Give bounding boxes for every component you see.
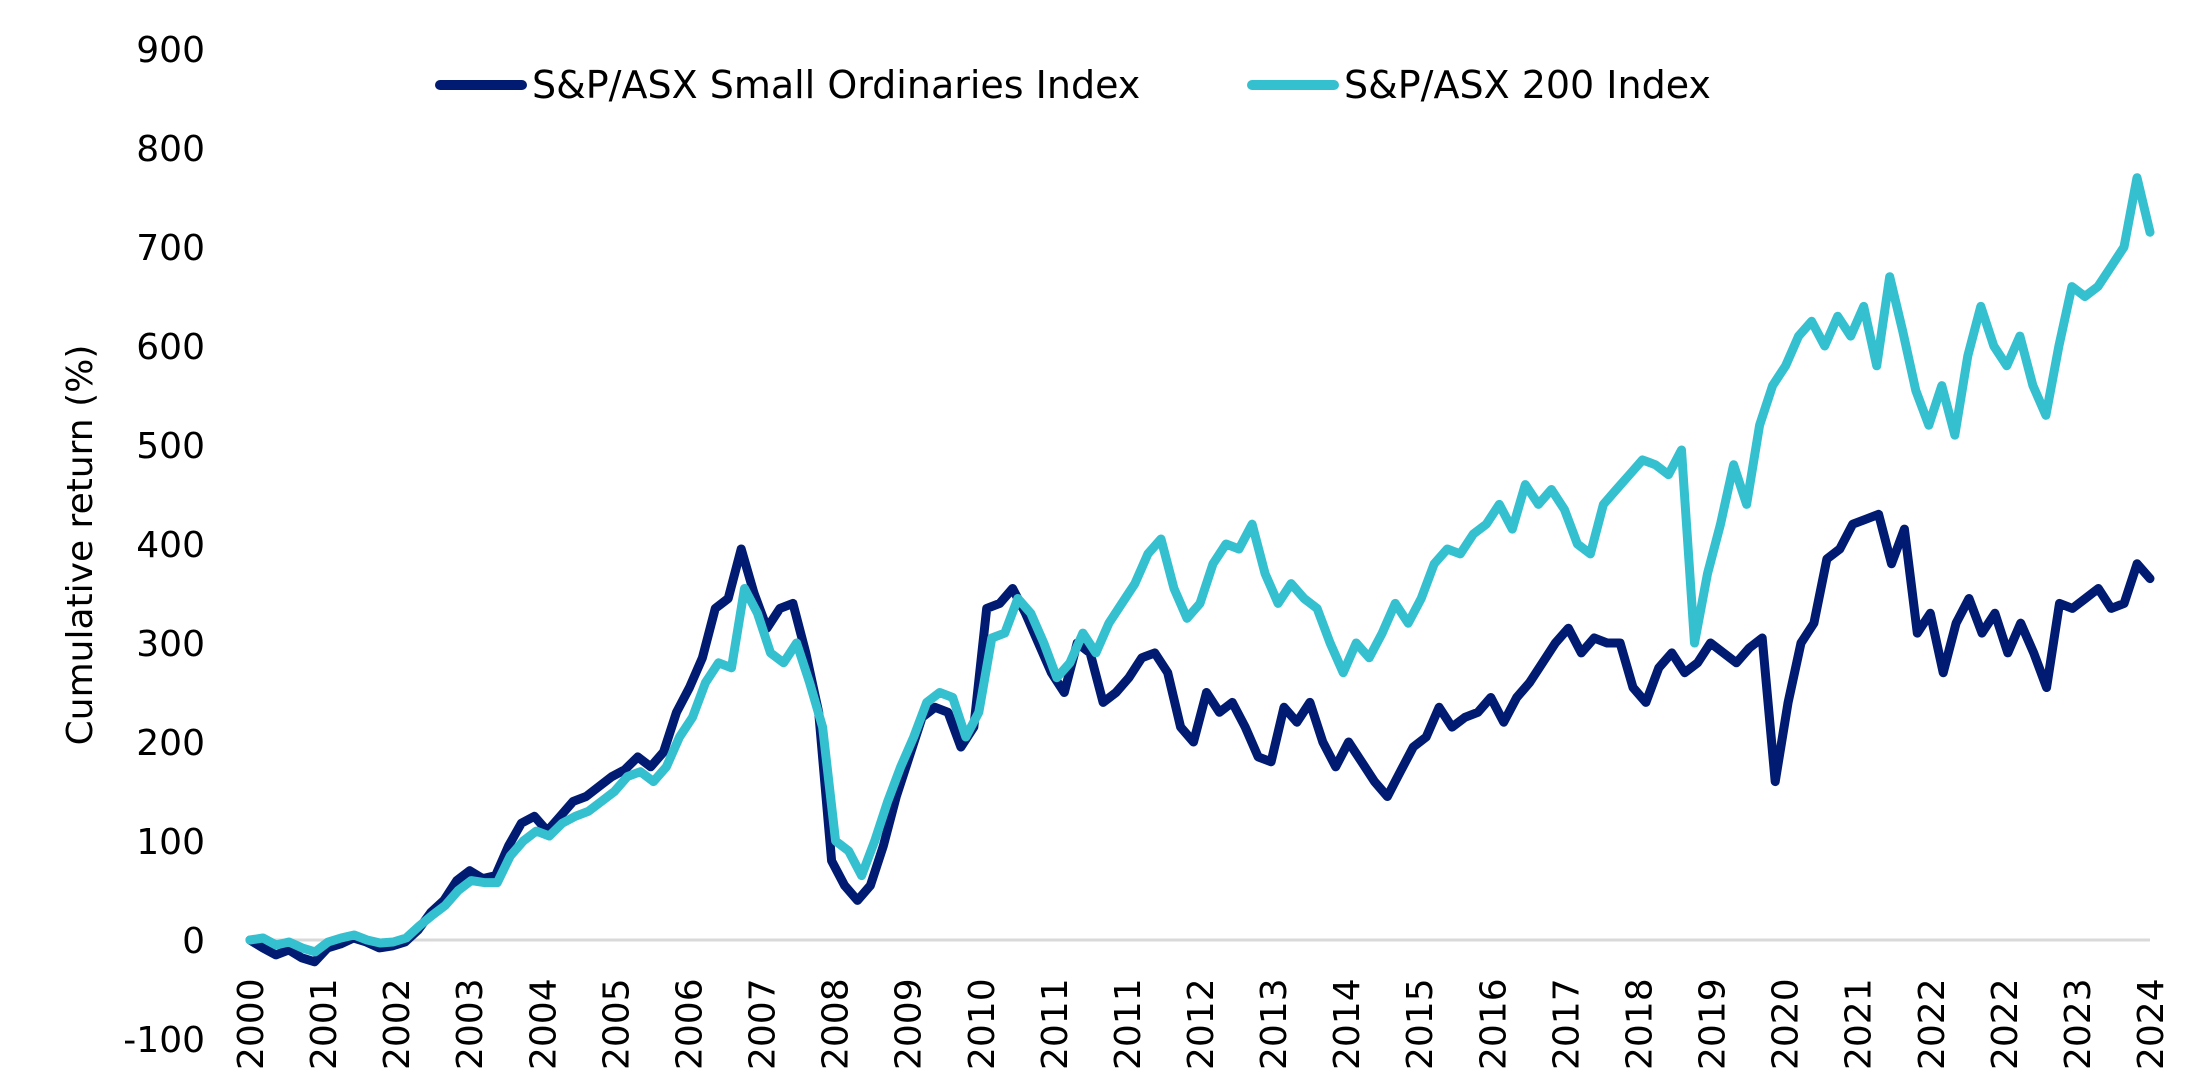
series-line-small-ords [245, 509, 2155, 967]
y-tick-label: 0 [182, 921, 205, 962]
x-tick-label: 2009 [889, 978, 930, 1070]
y-tick-label: 100 [136, 822, 205, 863]
y-tick-label: 900 [136, 30, 205, 71]
y-tick-label: 500 [136, 426, 205, 467]
legend-label-small-ords: S&P/ASX Small Ordinaries Index [532, 63, 1140, 107]
series-group [245, 173, 2155, 967]
y-axis-title: Cumulative return (%) [60, 345, 101, 746]
y-tick-label: 400 [136, 525, 205, 566]
y-tick-label: -100 [123, 1020, 205, 1061]
x-tick-label: 2019 [1693, 978, 1734, 1070]
x-tick-label: 2000 [231, 978, 272, 1070]
legend-item-small-ords: S&P/ASX Small Ordinaries Index [435, 63, 1140, 107]
y-tick-label: 300 [136, 624, 205, 665]
x-tick-label: 2022 [1985, 978, 2026, 1070]
x-tick-label: 2006 [669, 978, 710, 1070]
y-tick-label: 600 [136, 327, 205, 368]
legend-item-asx200: S&P/ASX 200 Index [1247, 63, 1711, 107]
x-tick-label: 2003 [450, 978, 491, 1070]
x-tick-label: 2020 [1766, 978, 1807, 1070]
legend-label-asx200: S&P/ASX 200 Index [1344, 63, 1711, 107]
x-tick-label: 2011 [1035, 978, 1076, 1070]
x-tick-label: 2005 [596, 978, 637, 1070]
y-tick-label: 700 [136, 228, 205, 269]
x-axis-ticks: 2000 2001 2002 2003 2004 2005 2006 2007 2008 2009… [231, 978, 2172, 1070]
x-tick-label: 2010 [962, 978, 1003, 1070]
x-tick-label: 2014 [1327, 978, 1368, 1070]
x-tick-label: 2016 [1473, 978, 1514, 1070]
series-line-asx200 [245, 173, 2155, 957]
x-tick-label: 2012 [1181, 978, 1222, 1070]
y-tick-label: 200 [136, 723, 205, 764]
x-tick-label: 2002 [377, 978, 418, 1070]
x-tick-label: 2004 [523, 978, 564, 1070]
x-tick-label: 2008 [816, 978, 857, 1070]
x-tick-label: 2015 [1400, 978, 1441, 1070]
x-tick-label: 2022 [1912, 978, 1953, 1070]
x-tick-label: 2021 [1839, 978, 1880, 1070]
x-tick-label: 2018 [1619, 978, 1660, 1070]
y-axis-ticks: -100 0 100 200 300 400 500 600 700 800 900 [123, 30, 205, 1061]
x-tick-label: 2023 [2058, 978, 2099, 1070]
x-tick-label: 2017 [1546, 978, 1587, 1070]
y-tick-label: 800 [136, 129, 205, 170]
x-tick-label: 2007 [743, 978, 784, 1070]
x-tick-label: 2013 [1254, 978, 1295, 1070]
x-tick-label: 2011 [1108, 978, 1149, 1070]
x-tick-label: 2024 [2131, 978, 2172, 1070]
x-tick-label: 2001 [304, 978, 345, 1070]
legend: S&P/ASX Small Ordinaries Index S&P/ASX 2… [435, 63, 1711, 107]
